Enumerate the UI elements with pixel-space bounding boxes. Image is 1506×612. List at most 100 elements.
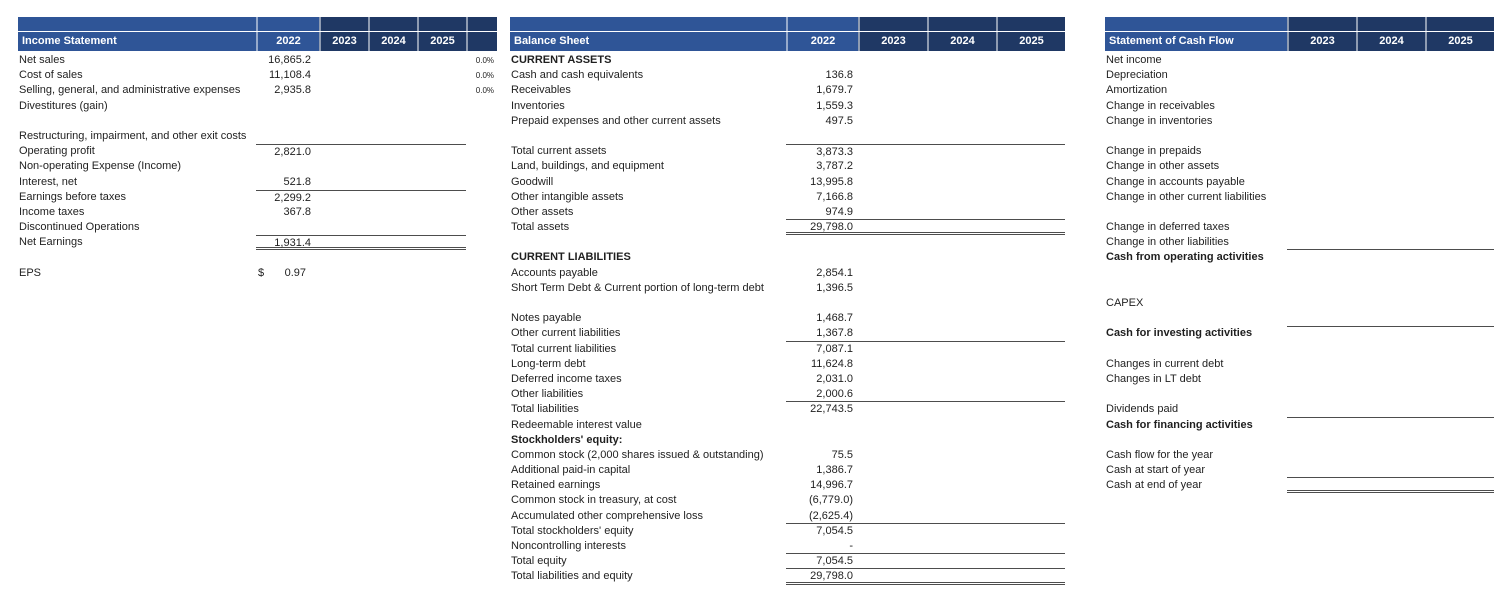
value-cell[interactable] [417, 266, 466, 281]
value-cell[interactable] [858, 372, 927, 387]
row-label[interactable] [510, 129, 786, 144]
value-cell[interactable] [1425, 327, 1494, 341]
row-label[interactable]: Retained earnings [511, 479, 601, 492]
value-cell[interactable] [417, 83, 466, 98]
value-cell[interactable] [1287, 372, 1356, 387]
row-label[interactable]: Change in other assets [1106, 160, 1220, 173]
value-cell[interactable] [858, 569, 927, 581]
value-cell[interactable] [368, 175, 417, 190]
value-cell[interactable] [319, 191, 368, 205]
value-cell[interactable] [1425, 266, 1494, 281]
value-cell[interactable] [996, 402, 1065, 417]
value-cell[interactable] [319, 175, 368, 190]
value-cell[interactable] [368, 68, 417, 83]
column-header-2024[interactable]: 2024 [1356, 32, 1425, 51]
value-cell[interactable] [996, 205, 1065, 219]
column-header-2024[interactable]: 2024 [927, 32, 996, 51]
value-cell[interactable] [1425, 357, 1494, 372]
value-cell[interactable]: (2,625.4) [808, 509, 853, 522]
value-cell[interactable] [996, 493, 1065, 508]
row-label[interactable]: Stockholders' equity: [511, 433, 623, 446]
value-cell[interactable]: 497.5 [825, 114, 853, 127]
row-label[interactable]: Depreciation [1106, 69, 1168, 82]
value-cell[interactable] [996, 145, 1065, 159]
row-label[interactable]: Common stock (2,000 shares issued & outs… [511, 448, 764, 461]
value-cell[interactable] [1287, 402, 1356, 416]
value-cell[interactable] [319, 236, 368, 247]
row-label[interactable]: Operating profit [19, 145, 95, 158]
row-label[interactable] [1105, 311, 1287, 326]
value-cell[interactable] [786, 235, 858, 250]
row-label[interactable]: Cash at end of year [1106, 479, 1203, 492]
value-cell[interactable] [1356, 205, 1425, 220]
value-cell[interactable] [996, 175, 1065, 190]
value-cell[interactable]: 29,798.0 [810, 221, 853, 234]
value-cell[interactable] [858, 190, 927, 205]
value-cell[interactable] [927, 524, 996, 539]
value-cell[interactable] [1356, 402, 1425, 416]
value-cell[interactable] [256, 129, 319, 144]
value-cell[interactable] [1356, 220, 1425, 235]
row-label[interactable]: Cash for investing activities [1106, 327, 1253, 340]
value-cell[interactable] [858, 342, 927, 357]
pct-cell[interactable]: 0.0% [475, 71, 494, 81]
value-cell[interactable]: 1,468.7 [816, 312, 853, 325]
value-cell[interactable] [996, 478, 1065, 493]
value-cell[interactable] [927, 83, 996, 98]
value-cell[interactable] [417, 114, 466, 129]
value-cell[interactable]: 16,865.2 [268, 54, 311, 66]
row-label[interactable]: Dividends paid [1106, 403, 1179, 416]
value-cell[interactable] [319, 83, 368, 98]
value-cell[interactable] [417, 159, 466, 174]
value-cell[interactable] [996, 114, 1065, 129]
row-label[interactable] [510, 296, 786, 311]
value-cell[interactable] [1287, 250, 1356, 265]
value-cell[interactable] [1425, 296, 1494, 311]
value-cell[interactable] [927, 342, 996, 357]
value-cell[interactable] [1425, 235, 1494, 249]
row-label[interactable]: Redeemable interest value [511, 418, 642, 431]
value-cell[interactable]: 29,798.0 [810, 570, 853, 583]
value-cell[interactable]: 1,386.7 [816, 464, 853, 477]
value-cell[interactable] [858, 145, 927, 159]
value-cell[interactable] [1425, 205, 1494, 220]
value-cell[interactable] [319, 205, 368, 220]
value-cell[interactable] [996, 372, 1065, 387]
value-cell[interactable] [417, 145, 466, 159]
row-label[interactable]: Cash at start of year [1106, 464, 1206, 477]
row-label[interactable] [1105, 433, 1287, 448]
value-cell[interactable] [1425, 190, 1494, 205]
value-cell[interactable] [1287, 190, 1356, 205]
value-cell[interactable] [927, 281, 996, 296]
row-label[interactable]: Deferred income taxes [511, 372, 622, 385]
value-cell[interactable] [996, 190, 1065, 205]
value-cell[interactable] [996, 159, 1065, 174]
value-cell[interactable] [858, 478, 927, 493]
value-cell[interactable] [417, 53, 466, 68]
value-cell[interactable] [1287, 159, 1356, 174]
value-cell[interactable] [1356, 159, 1425, 174]
statement-title[interactable]: Income Statement [18, 32, 256, 51]
value-cell[interactable] [858, 159, 927, 174]
value-cell[interactable] [996, 509, 1065, 523]
value-cell[interactable] [1356, 327, 1425, 341]
value-cell[interactable] [1425, 478, 1494, 490]
row-label[interactable]: Cash for financing activities [1106, 418, 1253, 431]
value-cell[interactable]: 2,821.0 [274, 146, 311, 159]
value-cell[interactable] [927, 190, 996, 205]
value-cell[interactable]: (6,779.0) [808, 494, 853, 507]
row-label[interactable] [18, 114, 256, 129]
value-cell[interactable] [858, 524, 927, 539]
value-cell[interactable] [927, 387, 996, 401]
value-cell[interactable]: 1,367.8 [816, 327, 853, 340]
row-label[interactable]: Discontinued Operations [19, 221, 140, 234]
column-header-2025[interactable]: 2025 [417, 32, 466, 51]
row-label[interactable]: Other assets [511, 205, 574, 218]
value-cell[interactable]: 136.8 [825, 69, 853, 82]
value-cell[interactable] [786, 129, 858, 144]
value-cell[interactable] [1287, 144, 1356, 159]
column-header-2022[interactable]: 2022 [786, 32, 858, 51]
row-label[interactable]: Short Term Debt & Current portion of lon… [511, 281, 764, 294]
pct-cell[interactable] [466, 159, 497, 174]
value-cell[interactable] [1425, 114, 1494, 129]
